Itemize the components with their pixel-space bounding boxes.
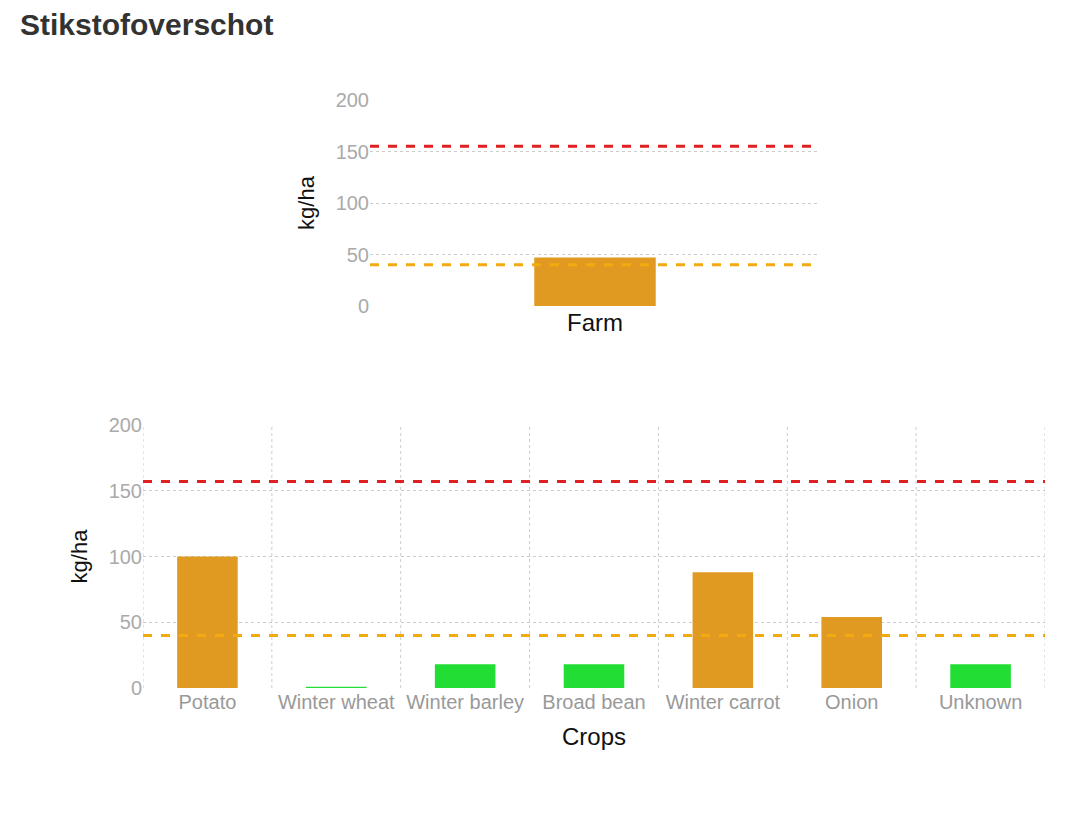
svg-text:Unknown: Unknown: [939, 691, 1022, 713]
svg-text:Crops: Crops: [562, 723, 626, 750]
svg-text:Broad bean: Broad bean: [542, 691, 645, 713]
svg-text:200: 200: [336, 89, 369, 111]
svg-text:150: 150: [336, 141, 369, 163]
svg-text:Farm: Farm: [567, 309, 623, 336]
svg-text:kg/ha: kg/ha: [67, 529, 92, 584]
svg-text:50: 50: [347, 244, 369, 266]
svg-text:Winter carrot: Winter carrot: [666, 691, 781, 713]
svg-text:Winter barley: Winter barley: [406, 691, 524, 713]
svg-text:50: 50: [120, 611, 142, 633]
svg-text:Winter wheat: Winter wheat: [278, 691, 395, 713]
svg-text:100: 100: [109, 546, 142, 568]
svg-text:kg/ha: kg/ha: [294, 175, 319, 230]
svg-text:200: 200: [109, 414, 142, 436]
svg-text:0: 0: [358, 295, 369, 317]
svg-text:100: 100: [336, 192, 369, 214]
svg-text:Onion: Onion: [825, 691, 878, 713]
svg-text:150: 150: [109, 480, 142, 502]
svg-text:Potato: Potato: [179, 691, 237, 713]
html-text:Stikstofoverschot: Stikstofoverschot: [20, 8, 274, 41]
svg-text:0: 0: [131, 677, 142, 699]
